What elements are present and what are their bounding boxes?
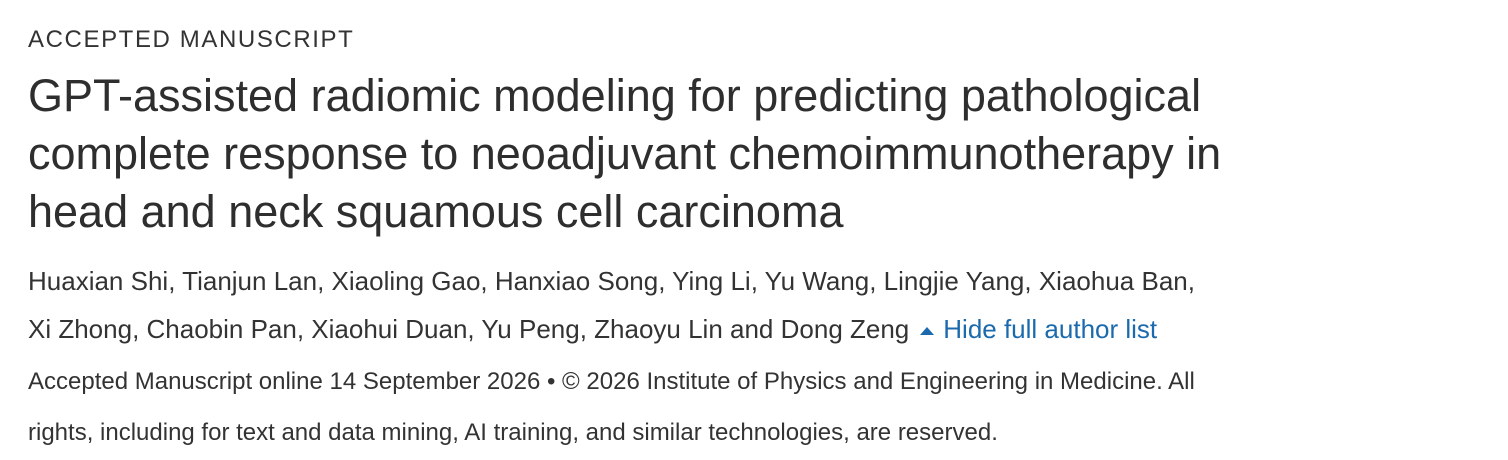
publication-note: Accepted Manuscript online 14 September … <box>28 368 1195 395</box>
toggle-authors-text[interactable]: Hide full author list <box>943 314 1158 344</box>
title-line: GPT-assisted radiomic modeling for predi… <box>28 70 1202 121</box>
toggle-authors[interactable]: Hide full author list <box>919 314 1157 344</box>
article-label: ACCEPTED MANUSCRIPT <box>28 26 355 53</box>
title-line: complete response to neoadjuvant chemoim… <box>28 128 1222 179</box>
title-line: head and neck squamous cell carcinoma <box>28 186 844 237</box>
authors-line-row: Xi Zhong, Chaobin Pan, Xiaohui Duan, Yu … <box>28 314 1157 345</box>
caret-up-icon <box>920 327 935 336</box>
authors-line: Xi Zhong, Chaobin Pan, Xiaohui Duan, Yu … <box>28 314 910 344</box>
publication-note: rights, including for text and data mini… <box>28 419 998 446</box>
authors-line: Huaxian Shi, Tianjun Lan, Xiaoling Gao, … <box>28 266 1195 296</box>
